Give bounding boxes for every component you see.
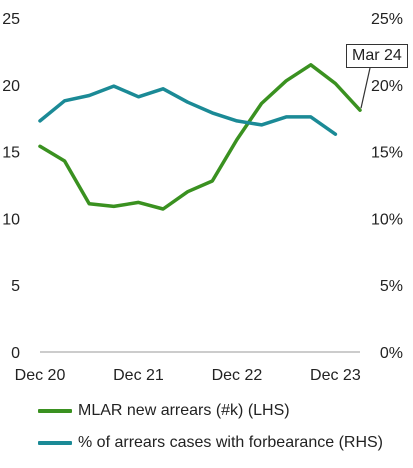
left-tick-label: 0	[11, 345, 20, 362]
legend-item-mlar: MLAR new arrears (#k) (LHS)	[38, 402, 290, 420]
callout-leader-line	[360, 67, 371, 109]
legend-label-forbearance: % of arrears cases with forbearance (RHS…	[78, 434, 383, 451]
legend-swatch-green	[38, 409, 72, 413]
left-axis-ticks: 0 5 10 15 20 25	[2, 11, 20, 362]
x-axis-ticks: Dec 20 Dec 21 Dec 22 Dec 23	[15, 367, 361, 384]
right-axis-ticks: 0% 5% 10% 15% 20% 25%	[371, 11, 403, 362]
chart-area: 0 5 10 15 20 25 0% 5% 10% 15% 20% 25% Dec 20 Dec 21…	[2, 11, 403, 384]
right-tick-label: 10%	[371, 211, 403, 228]
right-tick-label: 0%	[380, 345, 403, 362]
x-tick-label: Dec 20	[15, 367, 66, 384]
right-tick-label: 20%	[371, 78, 403, 95]
left-tick-label: 5	[11, 278, 20, 295]
callout-label: Mar 24	[352, 47, 402, 64]
left-tick-label: 25	[2, 11, 20, 28]
left-tick-label: 10	[2, 211, 20, 228]
legend-swatch-teal	[38, 441, 72, 445]
mar-24-callout: Mar 24	[346, 44, 408, 68]
series-lines	[38, 63, 362, 211]
series-line-mlar	[38, 63, 362, 211]
x-tick-label: Dec 21	[113, 367, 164, 384]
left-tick-label: 15	[2, 145, 20, 162]
x-tick-label: Dec 22	[212, 367, 263, 384]
right-tick-label: 15%	[371, 145, 403, 162]
series-line-forbearance	[38, 84, 338, 136]
legend-item-forbearance: % of arrears cases with forbearance (RHS…	[38, 434, 383, 452]
right-tick-label: 25%	[371, 11, 403, 28]
right-tick-label: 5%	[380, 278, 403, 295]
legend-label-mlar: MLAR new arrears (#k) (LHS)	[78, 402, 290, 419]
left-tick-label: 20	[2, 78, 20, 95]
x-tick-label: Dec 23	[310, 367, 361, 384]
